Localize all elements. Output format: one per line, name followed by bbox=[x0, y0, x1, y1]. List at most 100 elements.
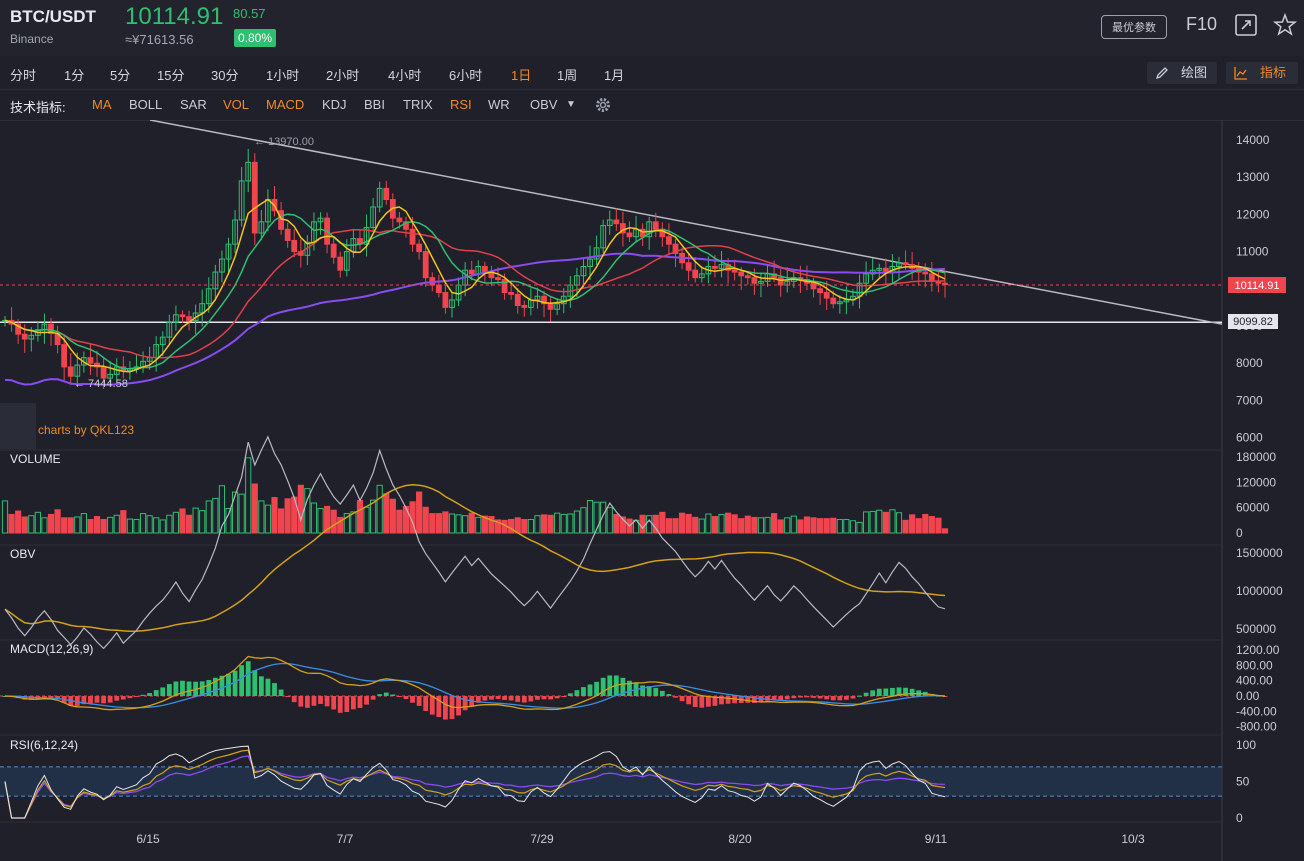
macd-histogram-bar bbox=[903, 687, 908, 696]
macd-histogram-bar bbox=[42, 696, 47, 698]
last-price-tag bbox=[1228, 277, 1286, 293]
volume-tick-label: 60000 bbox=[1236, 501, 1270, 515]
volume-bar bbox=[849, 520, 857, 534]
tf-6h[interactable]: 6小时 bbox=[449, 68, 483, 83]
macd-histogram-bar bbox=[239, 665, 245, 696]
macd-histogram-bar bbox=[482, 696, 488, 701]
ind-sar[interactable]: SAR bbox=[180, 97, 207, 112]
volume-bar bbox=[225, 508, 232, 534]
watermark-logo bbox=[0, 403, 36, 449]
chart-area[interactable]: 1400013000120001100010000900080007000600… bbox=[0, 120, 1304, 861]
candle bbox=[219, 258, 225, 273]
candle bbox=[580, 265, 587, 277]
cny-price: ≈¥71613.56 bbox=[125, 32, 194, 47]
candle bbox=[330, 243, 337, 258]
tf-1w[interactable]: 1周 bbox=[557, 68, 578, 83]
rsi6-line bbox=[4, 745, 946, 819]
volume-bar bbox=[113, 514, 120, 534]
candle bbox=[751, 277, 758, 284]
gear-icon[interactable] bbox=[594, 96, 612, 114]
watermark: charts by QKL123 bbox=[38, 423, 134, 437]
f10-button[interactable]: F10 bbox=[1186, 14, 1218, 34]
macd-histogram-bar bbox=[265, 678, 271, 696]
candle bbox=[508, 292, 515, 295]
ind-obv[interactable]: OBV bbox=[530, 97, 558, 112]
star-icon[interactable] bbox=[1272, 12, 1298, 38]
volume-bar bbox=[902, 519, 909, 534]
candle bbox=[107, 373, 114, 379]
fullscreen-icon[interactable] bbox=[1233, 12, 1259, 38]
volume-bar bbox=[205, 500, 212, 534]
ind-wr[interactable]: WR bbox=[488, 97, 510, 112]
volume-bar bbox=[777, 519, 784, 534]
candle bbox=[48, 323, 54, 334]
candle bbox=[777, 277, 784, 286]
ind-rsi[interactable]: RSI bbox=[450, 97, 472, 112]
macd-histogram-bar bbox=[587, 684, 593, 696]
tf-5m[interactable]: 5分 bbox=[110, 68, 131, 83]
ind-kdj[interactable]: KDJ bbox=[322, 97, 347, 112]
tf-1h[interactable]: 1小时 bbox=[266, 68, 300, 83]
ma30-line bbox=[4, 228, 946, 359]
volume-bar bbox=[869, 510, 876, 534]
x-tick-label: 8/20 bbox=[728, 832, 752, 846]
volume-bar bbox=[882, 511, 889, 534]
chevron-down-icon[interactable]: ▼ bbox=[566, 99, 576, 110]
ind-ma[interactable]: MA bbox=[92, 97, 112, 112]
tf-4h[interactable]: 4小时 bbox=[388, 68, 422, 83]
volume-bar bbox=[67, 517, 74, 534]
indicator-bar: 技术指标: MA BOLL SAR VOL MACD KDJ BBI TRIX … bbox=[0, 90, 1304, 121]
ma60-line bbox=[4, 252, 946, 386]
macd-histogram-bar bbox=[153, 690, 159, 696]
ind-vol[interactable]: VOL bbox=[223, 97, 250, 112]
macd-histogram-bar bbox=[318, 696, 323, 704]
macd-histogram-bar bbox=[383, 692, 389, 696]
tf-1m[interactable]: 1分 bbox=[64, 68, 85, 83]
candle bbox=[758, 280, 764, 284]
volume-bar bbox=[61, 517, 68, 534]
tf-1mo[interactable]: 1月 bbox=[604, 68, 625, 83]
volume-bar bbox=[600, 501, 607, 534]
volume-bar bbox=[757, 517, 765, 534]
volume-bar bbox=[606, 507, 613, 534]
tf-15m[interactable]: 15分 bbox=[157, 68, 185, 83]
macd-histogram-bar bbox=[180, 680, 185, 696]
indicator-button[interactable]: 指标 bbox=[1226, 62, 1298, 84]
macd-histogram-bar bbox=[489, 696, 494, 700]
ind-trix[interactable]: TRIX bbox=[403, 97, 433, 112]
volume-bar bbox=[659, 511, 666, 534]
obv-line bbox=[4, 435, 946, 650]
macd-histogram-bar bbox=[870, 690, 876, 696]
macd-histogram-bar bbox=[705, 696, 711, 707]
volume-bar bbox=[172, 511, 180, 534]
candle bbox=[481, 265, 488, 273]
macd-histogram-bar bbox=[48, 696, 54, 698]
volume-bar bbox=[554, 512, 561, 534]
volume-label: VOLUME bbox=[10, 452, 61, 466]
volume-bar bbox=[810, 517, 817, 534]
candle bbox=[666, 236, 672, 245]
ind-boll[interactable]: BOLL bbox=[129, 97, 163, 112]
best-params-button[interactable]: 最优参数 bbox=[1101, 15, 1167, 39]
draw-button[interactable]: 绘图 bbox=[1147, 62, 1217, 84]
ind-macd[interactable]: MACD bbox=[266, 97, 305, 112]
volume-bar bbox=[863, 511, 870, 534]
volume-bar bbox=[455, 514, 462, 534]
macd-tick-label: 800.00 bbox=[1236, 658, 1273, 672]
tf-2h[interactable]: 2小时 bbox=[326, 68, 360, 83]
obv-label: OBV bbox=[10, 547, 35, 561]
macd-histogram-bar bbox=[896, 687, 902, 696]
volume-bar bbox=[238, 493, 245, 534]
macd-histogram-bar bbox=[107, 696, 113, 703]
candle bbox=[843, 299, 850, 303]
candle bbox=[600, 225, 607, 249]
tf-30m[interactable]: 30分 bbox=[211, 68, 239, 83]
tf-1d[interactable]: 1日 bbox=[511, 68, 532, 83]
volume-bar bbox=[185, 514, 193, 534]
volume-bar bbox=[47, 513, 55, 534]
volume-bar bbox=[494, 519, 502, 534]
tf-fenshi[interactable]: 分时 bbox=[10, 68, 37, 83]
volume-bar bbox=[481, 515, 488, 534]
ind-bbi[interactable]: BBI bbox=[364, 97, 385, 112]
macd-histogram-bar bbox=[127, 696, 133, 699]
